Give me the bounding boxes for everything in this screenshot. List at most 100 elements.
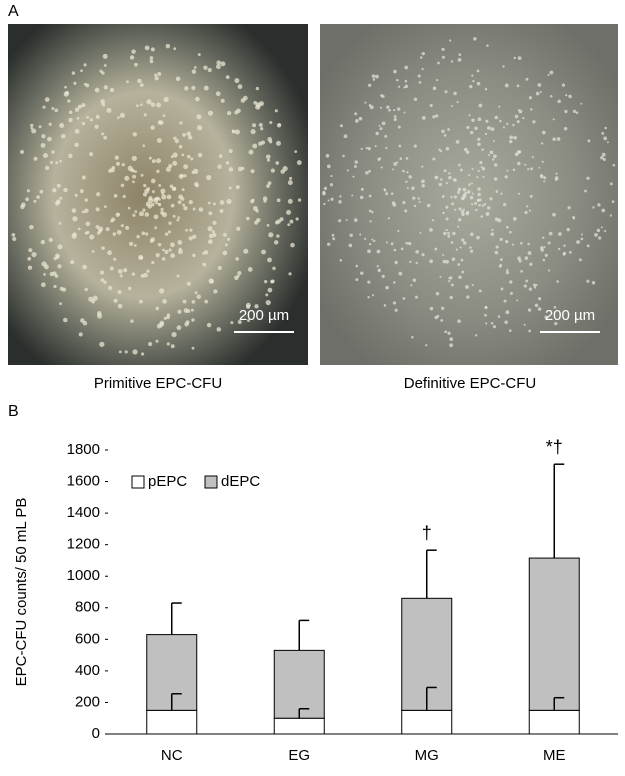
cell (371, 210, 374, 214)
cell (177, 309, 182, 314)
cell (463, 241, 467, 245)
cell (234, 78, 240, 84)
cell (162, 299, 167, 304)
cell (203, 65, 208, 70)
bar (146, 709, 198, 735)
cell (455, 140, 460, 144)
cell (21, 202, 26, 208)
cell (354, 112, 358, 116)
cell (102, 53, 108, 59)
cell (136, 104, 139, 108)
cell (411, 336, 414, 339)
cell (131, 169, 135, 173)
cell (558, 247, 561, 251)
cell (191, 300, 196, 304)
cell (173, 136, 177, 141)
x-tick-label: NC (161, 747, 183, 764)
cell (118, 350, 122, 354)
cell (471, 203, 474, 206)
cell (359, 195, 364, 200)
cell (449, 276, 453, 280)
cell (572, 217, 576, 220)
cell (584, 189, 587, 193)
cell (171, 331, 177, 338)
cell (268, 232, 274, 238)
cell (386, 105, 390, 109)
cell (526, 205, 529, 208)
cell (438, 182, 443, 187)
cell (83, 63, 87, 67)
cell (88, 296, 94, 302)
cell (252, 143, 258, 149)
cell (550, 95, 553, 98)
cell (217, 164, 222, 169)
cell (192, 234, 197, 239)
cell (140, 173, 144, 177)
cell (290, 242, 295, 248)
cell (413, 97, 418, 101)
cell (530, 167, 534, 171)
cell (448, 176, 452, 180)
cell (96, 313, 103, 319)
cell (502, 65, 505, 68)
cell (31, 128, 37, 134)
cell (538, 297, 542, 301)
cell (140, 352, 145, 356)
cell (481, 204, 485, 208)
cell (38, 125, 42, 129)
cell (448, 280, 451, 283)
cell (85, 221, 91, 227)
cell (105, 227, 110, 232)
cell (509, 230, 512, 234)
cell (456, 100, 459, 104)
cell (413, 204, 417, 208)
cell (82, 264, 87, 270)
x-tick-label: ME (543, 747, 566, 764)
cell (524, 256, 529, 260)
cell (566, 227, 570, 232)
legend-swatch (204, 475, 218, 489)
cell (465, 211, 470, 216)
cell (101, 132, 105, 136)
cell (405, 241, 409, 245)
cell (67, 99, 71, 103)
cell (150, 47, 155, 52)
cell (543, 176, 547, 180)
cell (89, 234, 95, 240)
cell (460, 258, 464, 262)
cell (532, 120, 536, 124)
cell (222, 250, 228, 256)
cell (71, 71, 76, 75)
cell (248, 149, 254, 155)
cell (504, 83, 509, 88)
cell (463, 147, 468, 152)
y-tick-label: 0 (92, 725, 100, 742)
cell (533, 286, 537, 289)
cell (120, 183, 125, 188)
cell (439, 275, 442, 278)
cell (601, 152, 606, 157)
cell (489, 150, 494, 155)
cell (252, 123, 257, 128)
cell (461, 270, 465, 274)
cell (211, 230, 215, 234)
cell (587, 139, 591, 143)
cell (444, 330, 448, 334)
cell (149, 239, 154, 243)
cell (63, 187, 68, 193)
cell (554, 178, 558, 182)
cell (53, 284, 57, 289)
cell (349, 233, 353, 238)
cell (144, 212, 150, 217)
cell (57, 244, 63, 250)
cell (481, 148, 484, 151)
cell (472, 80, 475, 83)
cell (429, 306, 434, 311)
cell (170, 344, 175, 349)
cell (124, 175, 130, 181)
cell (459, 246, 462, 249)
cell (458, 53, 462, 57)
cell (103, 135, 108, 140)
cell (186, 131, 191, 136)
cell (101, 102, 106, 107)
